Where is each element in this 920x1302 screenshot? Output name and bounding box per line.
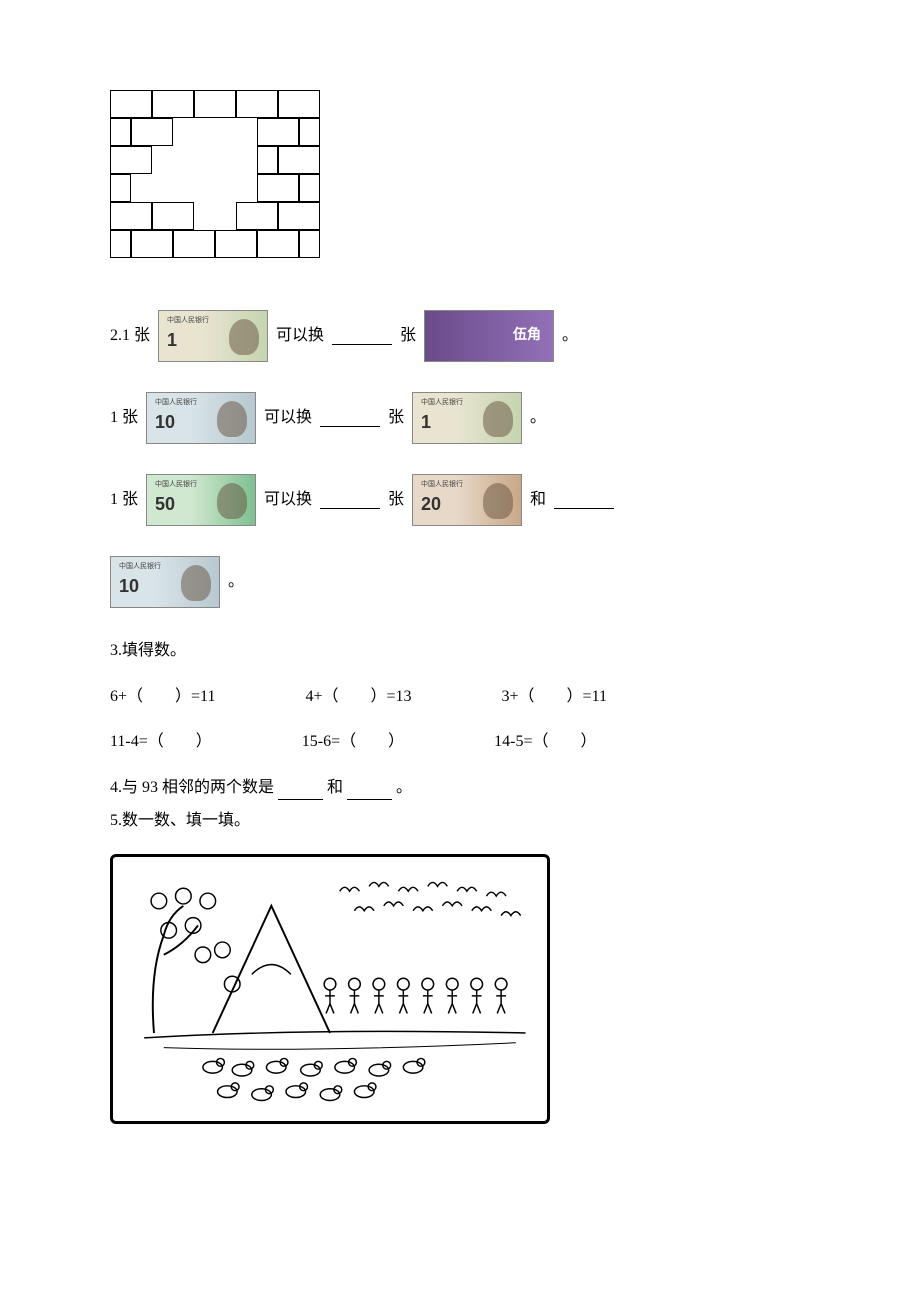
q3-eq: 11-4=（ ） <box>110 729 212 755</box>
q3-eq: 14-5=（ ） <box>494 729 596 755</box>
q4-line: 4.与 93 相邻的两个数是 和 。 <box>110 775 810 801</box>
banknote-10yuan-icon: 中国人民银行 10 <box>110 556 220 608</box>
q2-line1-prefix: 2.1 张 <box>110 323 150 349</box>
blank-input[interactable] <box>278 784 323 800</box>
q3-row1: 6+（ ）=11 4+（ ）=13 3+（ ）=11 <box>110 684 810 710</box>
blank-input[interactable] <box>320 491 380 509</box>
blank-input[interactable] <box>320 409 380 427</box>
q2-line4: 中国人民银行 10 。 <box>110 556 810 608</box>
q2-line2-prefix: 1 张 <box>110 405 138 431</box>
q3-row2: 11-4=（ ） 15-6=（ ） 14-5=（ ） <box>110 729 810 755</box>
brick-wall-diagram <box>110 90 320 260</box>
q3-eq: 3+（ ）=11 <box>502 684 607 710</box>
q2-line1: 2.1 张 中国人民银行 1 可以换 张 伍角 。 <box>110 310 810 362</box>
blank-input[interactable] <box>554 491 614 509</box>
q2-period: 。 <box>562 323 578 349</box>
q3-eq: 15-6=（ ） <box>302 729 404 755</box>
banknote-1yuan-icon: 中国人民银行 1 <box>412 392 522 444</box>
q3-title: 3.填得数。 <box>110 638 810 664</box>
q3-eq: 4+（ ）=13 <box>305 684 411 710</box>
q2-zhang-text: 张 <box>388 405 404 431</box>
q2-line2: 1 张 中国人民银行 10 可以换 张 中国人民银行 1 。 <box>110 392 810 444</box>
q4-post: 。 <box>396 779 412 796</box>
banknote-10yuan-icon: 中国人民银行 10 <box>146 392 256 444</box>
q2-zhang-text: 张 <box>388 487 404 513</box>
banknote-20yuan-icon: 中国人民银行 20 <box>412 474 522 526</box>
q2-period: 。 <box>530 405 546 431</box>
q4-pre: 4.与 93 相邻的两个数是 <box>110 779 274 796</box>
q5-title: 5.数一数、填一填。 <box>110 808 810 834</box>
q2-line3: 1 张 中国人民银行 50 可以换 张 中国人民银行 20 和 <box>110 474 810 526</box>
q3-eq: 6+（ ）=11 <box>110 684 215 710</box>
q2-line3-prefix: 1 张 <box>110 487 138 513</box>
q4-mid: 和 <box>327 779 343 796</box>
counting-picture <box>110 854 550 1124</box>
q2-exchange-text: 可以换 <box>264 405 312 431</box>
banknote-1yuan-icon: 中国人民银行 1 <box>158 310 268 362</box>
q2-exchange-text: 可以换 <box>276 323 324 349</box>
banknote-5jiao-icon: 伍角 <box>424 310 554 362</box>
blank-input[interactable] <box>332 327 392 345</box>
q2-period: 。 <box>228 569 244 595</box>
blank-input[interactable] <box>347 784 392 800</box>
q2-zhang-text: 张 <box>400 323 416 349</box>
banknote-50yuan-icon: 中国人民银行 50 <box>146 474 256 526</box>
q2-exchange-text: 可以换 <box>264 487 312 513</box>
q2-he-text: 和 <box>530 487 546 513</box>
